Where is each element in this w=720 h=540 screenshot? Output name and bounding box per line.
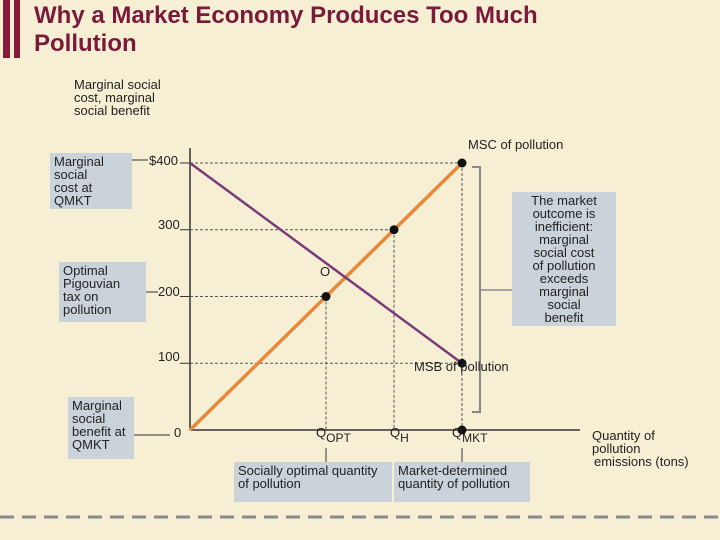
- title-accent-bars: [0, 0, 26, 58]
- q-h-label: QH: [390, 425, 409, 445]
- page-title-line-1: Why a Market Economy Produces Too Much: [34, 2, 538, 29]
- callout-line: marginal: [539, 232, 589, 247]
- callout-line: tax on: [63, 289, 99, 304]
- chart-points: [321, 158, 467, 435]
- callout-line: Socially optimal quantity: [238, 463, 378, 478]
- callout-line: Marginal: [54, 154, 104, 169]
- callout-line: Marginal: [72, 398, 122, 413]
- callout-line: benefit at: [72, 424, 126, 439]
- callout-market-determined: Market-determined quantity of pollution: [394, 462, 530, 502]
- callout-line: cost at: [54, 180, 93, 195]
- y-tick-label: 300: [158, 217, 180, 232]
- chart-point: [457, 358, 467, 368]
- callout-msc-at-qmkt: Marginal social cost at QMKT: [50, 153, 132, 209]
- q-h-subscript: H: [400, 431, 409, 445]
- callout-line: exceeds: [539, 271, 589, 286]
- callout-line: marginal: [539, 284, 589, 299]
- y-axis-label-line: social benefit: [74, 103, 150, 118]
- callout-pigouvian-tax: Optimal Pigouvian tax on pollution: [59, 262, 146, 322]
- callout-line: The market: [531, 193, 597, 208]
- callout-line: of pollution: [238, 476, 301, 491]
- callout-line: QMKT: [54, 193, 92, 208]
- chart-point: [389, 225, 399, 235]
- callout-line: of pollution: [532, 258, 596, 273]
- callout-line: inefficient:: [534, 219, 594, 234]
- callout-market-inefficient: The market outcome is inefficient: margi…: [512, 192, 616, 326]
- chart-point-qmkt-axis: [457, 425, 467, 435]
- y-tick-label: $400: [149, 153, 178, 168]
- y-tick-label: 0: [174, 425, 182, 440]
- callout-line: Pigouvian: [63, 276, 121, 291]
- msc-label: MSC of pollution: [468, 137, 564, 152]
- y-axis-label-line: cost, marginal: [74, 90, 155, 105]
- x-axis-label: Quantity of pollution emissions (tons): [592, 429, 689, 468]
- q-h-letter: Q: [390, 425, 401, 440]
- callout-msb-at-qmkt: Marginal social benefit at QMKT: [68, 397, 134, 459]
- callout-line: outcome is: [532, 206, 596, 221]
- x-axis-label-line: pollution: [592, 441, 641, 456]
- page-title-line-2: Pollution: [34, 30, 137, 57]
- y-axis-label-line: Marginal social: [74, 77, 161, 92]
- msb-curve: [189, 161, 463, 365]
- callout-line: social: [72, 411, 106, 426]
- y-tick-marks: [180, 162, 190, 364]
- callout-line: Market-determined: [398, 463, 508, 478]
- page-title: Why a Market Economy Produces Too Much P…: [34, 2, 674, 58]
- callout-line: social: [547, 297, 581, 312]
- inefficiency-bracket: [472, 166, 481, 413]
- q-opt-letter: Q: [316, 425, 327, 440]
- q-opt-label: QOPT: [316, 425, 351, 445]
- point-o-label: O: [320, 264, 331, 279]
- q-opt-subscript: OPT: [326, 431, 351, 445]
- callout-line: quantity of pollution: [398, 476, 511, 491]
- title-accent-bar-right: [14, 0, 20, 58]
- y-tick-label: 100: [158, 349, 180, 364]
- q-mkt-letter: Q: [452, 425, 463, 440]
- title-accent-bar-left: [3, 0, 10, 58]
- q-mkt-label: QMKT: [452, 425, 487, 445]
- chart-point: [321, 292, 331, 301]
- y-tick-label: 200: [158, 284, 180, 299]
- callout-line: QMKT: [72, 437, 110, 452]
- callout-socially-optimal: Socially optimal quantity of pollution: [234, 462, 392, 502]
- guide-lines: [190, 162, 463, 430]
- callout-line: pollution: [63, 302, 112, 317]
- q-mkt-subscript: MKT: [462, 431, 488, 445]
- msb-label: MSB of pollution: [414, 359, 509, 374]
- x-axis-label-line: Quantity of: [592, 428, 655, 443]
- callout-line: social: [54, 167, 88, 182]
- y-axis-label: Marginal social cost, marginal social be…: [74, 78, 161, 117]
- chart-point: [457, 158, 467, 168]
- callout-line: benefit: [544, 310, 584, 325]
- callout-line: Optimal: [63, 263, 108, 278]
- x-axis-label-line: emissions (tons): [594, 454, 689, 469]
- callout-line: social cost: [533, 245, 595, 260]
